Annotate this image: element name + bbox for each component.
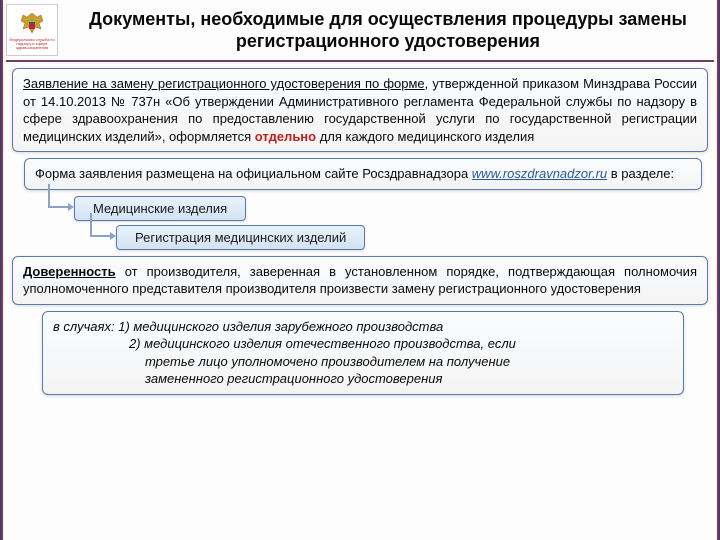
box-power-of-attorney: Доверенность от производителя, заверенна…	[12, 256, 708, 305]
header: Федеральная служба по надзору в сфере зд…	[0, 0, 720, 58]
page-title: Документы, необходимые для осуществления…	[66, 8, 710, 53]
tag-registration: Регистрация медицинских изделий	[116, 225, 365, 250]
slide: Федеральная служба по надзору в сфере зд…	[0, 0, 720, 540]
stripe-left	[0, 0, 3, 540]
agency-logo: Федеральная служба по надзору в сфере зд…	[6, 4, 58, 56]
case-line-3: третье лицо уполномочено производителем …	[53, 353, 673, 371]
case-line-1: в случаях: 1) медицинского изделия заруб…	[53, 318, 673, 336]
eagle-icon	[17, 11, 47, 37]
logo-caption: Федеральная служба по надзору в сфере зд…	[7, 38, 57, 50]
nav-path-row-2: Регистрация медицинских изделий	[90, 225, 720, 250]
app-form-cont2: для каждого медицинского изделия	[316, 129, 534, 144]
poa-text: от производителя, заверенная в установле…	[23, 264, 697, 297]
connector-icon	[48, 184, 68, 208]
case-line-4: замененного регистрационного удостоверен…	[53, 370, 673, 388]
case-line-2: 2) медицинского изделия отечественного п…	[53, 335, 673, 353]
nav-path-row-1: Медицинские изделия	[48, 196, 720, 221]
poa-strong: Доверенность	[23, 264, 116, 279]
roszdravnadzor-link[interactable]: www.roszdravnadzor.ru	[472, 166, 607, 181]
connector-icon	[90, 213, 110, 237]
box-form-location: Форма заявления размещена на официальном…	[24, 158, 702, 190]
header-rule	[6, 60, 714, 62]
app-form-underlined: Заявление на замену регистрационного удо…	[23, 76, 425, 91]
box-cases: в случаях: 1) медицинского изделия заруб…	[42, 311, 684, 395]
box-application-form: Заявление на замену регистрационного удо…	[12, 68, 708, 152]
app-form-highlight: отдельно	[255, 129, 316, 144]
form-loc-text1: Форма заявления размещена на официальном…	[35, 166, 472, 181]
form-loc-text2: в разделе:	[607, 166, 674, 181]
